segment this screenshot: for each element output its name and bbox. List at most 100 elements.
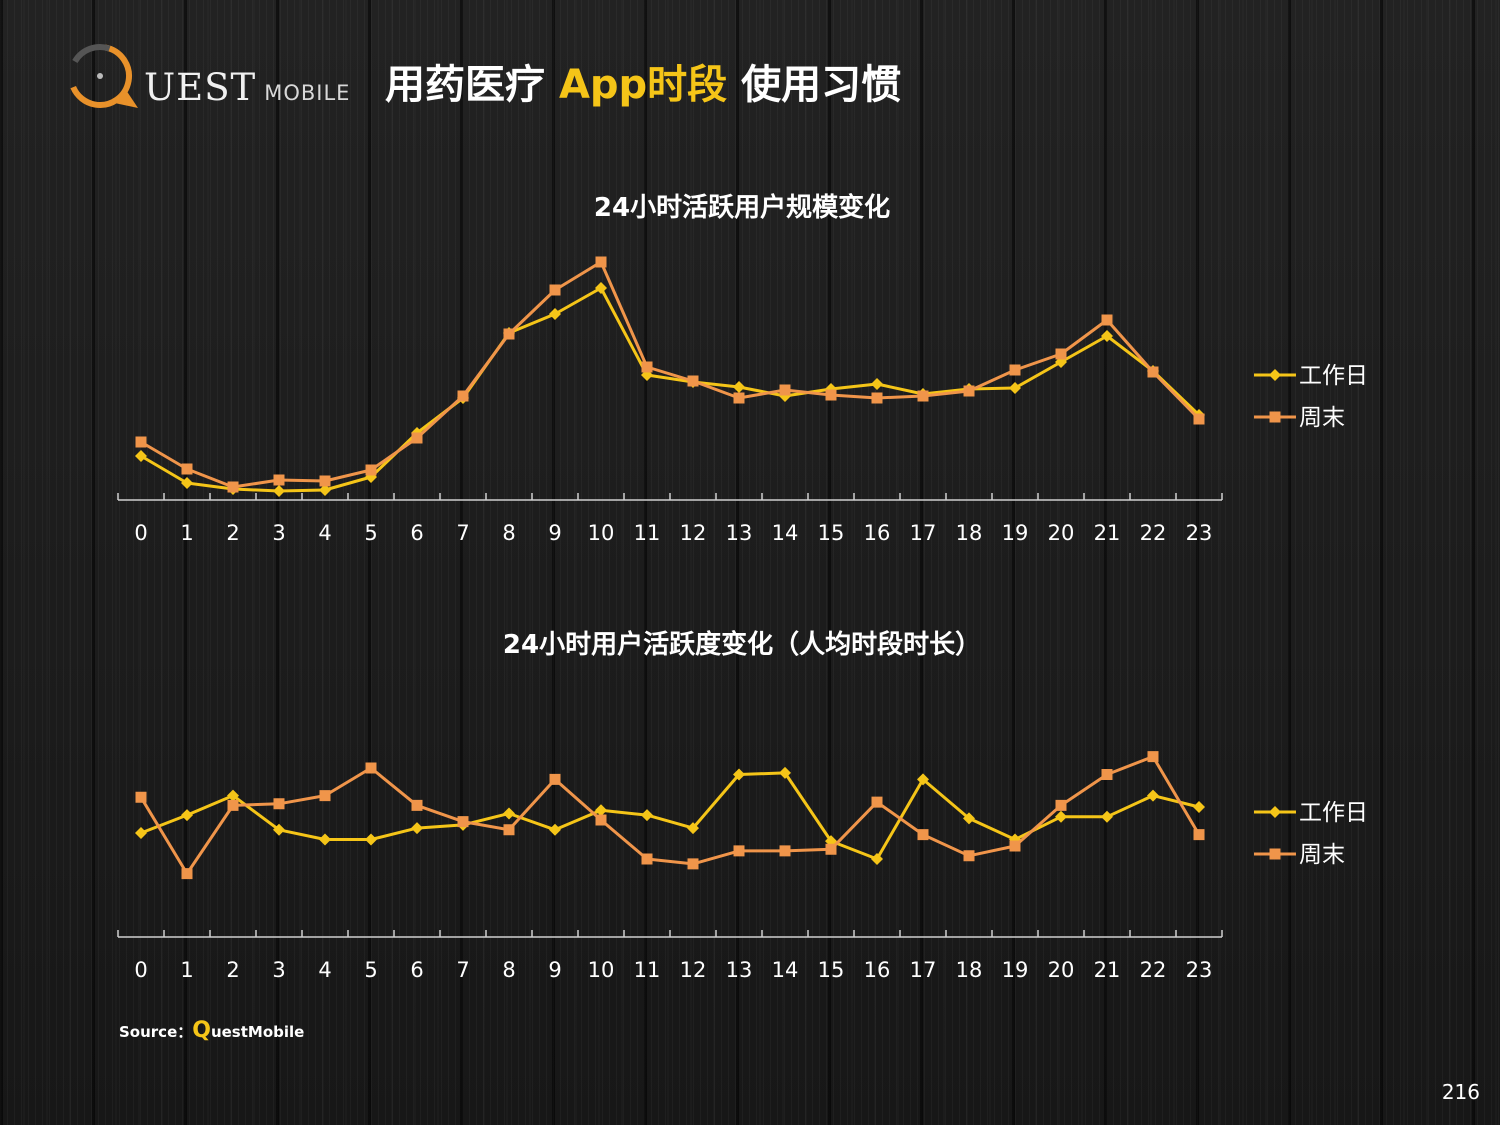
data-point <box>1147 789 1159 802</box>
x-tick-label: 23 <box>1186 958 1213 982</box>
data-point <box>1055 348 1067 360</box>
series-line-workday <box>140 286 1201 493</box>
data-point <box>411 799 423 811</box>
data-point <box>457 390 469 402</box>
data-point <box>733 381 745 393</box>
data-point <box>503 807 515 820</box>
x-tick-label: 20 <box>1048 958 1075 982</box>
x-tick-label: 15 <box>818 958 845 982</box>
data-point <box>687 822 699 835</box>
data-point <box>641 361 653 373</box>
data-point <box>825 843 837 855</box>
data-point <box>549 823 561 836</box>
legend-marker-icon <box>1269 411 1281 423</box>
x-tick-label: 13 <box>726 958 753 982</box>
data-point <box>1193 829 1205 841</box>
x-tick-label: 22 <box>1140 521 1167 545</box>
title-part1: 用药医疗 <box>385 62 559 108</box>
x-tick-label: 0 <box>134 521 147 545</box>
logo-wordmark: UEST MOBILE <box>144 66 351 109</box>
logo-mark-icon <box>68 44 138 108</box>
data-point <box>1009 382 1021 394</box>
x-tick-label: 10 <box>588 958 615 982</box>
x-tick-label: 7 <box>456 521 469 545</box>
series-line-weekend <box>139 755 1201 876</box>
data-point <box>503 328 515 340</box>
x-tick-label: 17 <box>910 521 937 545</box>
data-point <box>549 773 561 785</box>
data-point <box>1101 810 1113 823</box>
data-point <box>503 824 515 836</box>
x-tick-label: 9 <box>548 958 561 982</box>
data-point <box>365 464 377 476</box>
data-point <box>1101 330 1113 342</box>
data-point <box>411 432 423 444</box>
data-point <box>457 816 469 828</box>
legend-label: 工作日 <box>1299 800 1368 826</box>
x-tick-label: 12 <box>680 958 707 982</box>
data-point <box>411 822 423 835</box>
series-line-weekend <box>140 260 1201 489</box>
x-tick-label: 21 <box>1094 521 1121 545</box>
legend-label: 周末 <box>1299 842 1345 868</box>
data-point <box>1147 366 1159 378</box>
data-point <box>963 850 975 862</box>
legend-marker-icon <box>1269 369 1281 381</box>
legend-label: 周末 <box>1299 405 1345 431</box>
data-point <box>1055 799 1067 811</box>
data-point <box>227 481 239 493</box>
x-tick-label: 9 <box>548 521 561 545</box>
data-point <box>1101 314 1113 326</box>
data-point <box>733 392 745 404</box>
legend-marker-icon <box>1269 806 1281 818</box>
data-point <box>963 385 975 397</box>
data-point <box>641 809 653 822</box>
quest-mobile-logo: UEST MOBILE <box>66 42 349 114</box>
data-point <box>319 833 331 846</box>
data-point <box>1055 810 1067 823</box>
data-point <box>825 389 837 401</box>
x-tick-label: 20 <box>1048 521 1075 545</box>
data-point <box>319 790 331 802</box>
x-tick-label: 14 <box>772 958 799 982</box>
data-point <box>181 868 193 880</box>
x-tick-label: 5 <box>364 958 377 982</box>
data-point <box>549 284 561 296</box>
data-point <box>365 833 377 846</box>
data-point <box>871 392 883 404</box>
x-tick-label: 4 <box>318 958 331 982</box>
chart-activity-duration: 24小时用户活跃度变化（人均时段时长）0 1 2 3 4 5 6 7 8 9 10 11 12 13 14 1… <box>117 629 1368 982</box>
x-tick-label: 4 <box>318 521 331 545</box>
x-tick-label: 1 <box>180 958 193 982</box>
data-point <box>1009 364 1021 376</box>
data-point <box>917 773 929 786</box>
x-tick-label: 3 <box>272 521 285 545</box>
x-tick-label: 1 <box>180 521 193 545</box>
page-title: 用药医疗 App时段 使用习惯 <box>385 52 901 110</box>
x-tick-label: 11 <box>634 521 661 545</box>
data-point <box>273 823 285 836</box>
x-tick-label: 8 <box>502 521 515 545</box>
data-point <box>135 827 147 839</box>
x-tick-label: 5 <box>364 521 377 545</box>
data-point <box>135 450 147 462</box>
data-point <box>1193 413 1205 425</box>
title-part2: 使用习惯 <box>727 62 902 108</box>
legend-label: 工作日 <box>1299 363 1368 389</box>
data-point <box>687 375 699 387</box>
data-point <box>871 796 883 808</box>
data-point <box>1193 801 1205 813</box>
data-point <box>135 791 147 803</box>
data-point <box>181 477 193 489</box>
data-point <box>227 799 239 811</box>
x-tick-label: 18 <box>956 521 983 545</box>
data-point <box>687 858 699 870</box>
x-tick-label: 13 <box>726 521 753 545</box>
x-tick-label: 22 <box>1140 958 1167 982</box>
x-tick-label: 16 <box>864 958 891 982</box>
data-point <box>227 789 239 802</box>
x-tick-label: 18 <box>956 958 983 982</box>
x-tick-label: 10 <box>588 521 615 545</box>
